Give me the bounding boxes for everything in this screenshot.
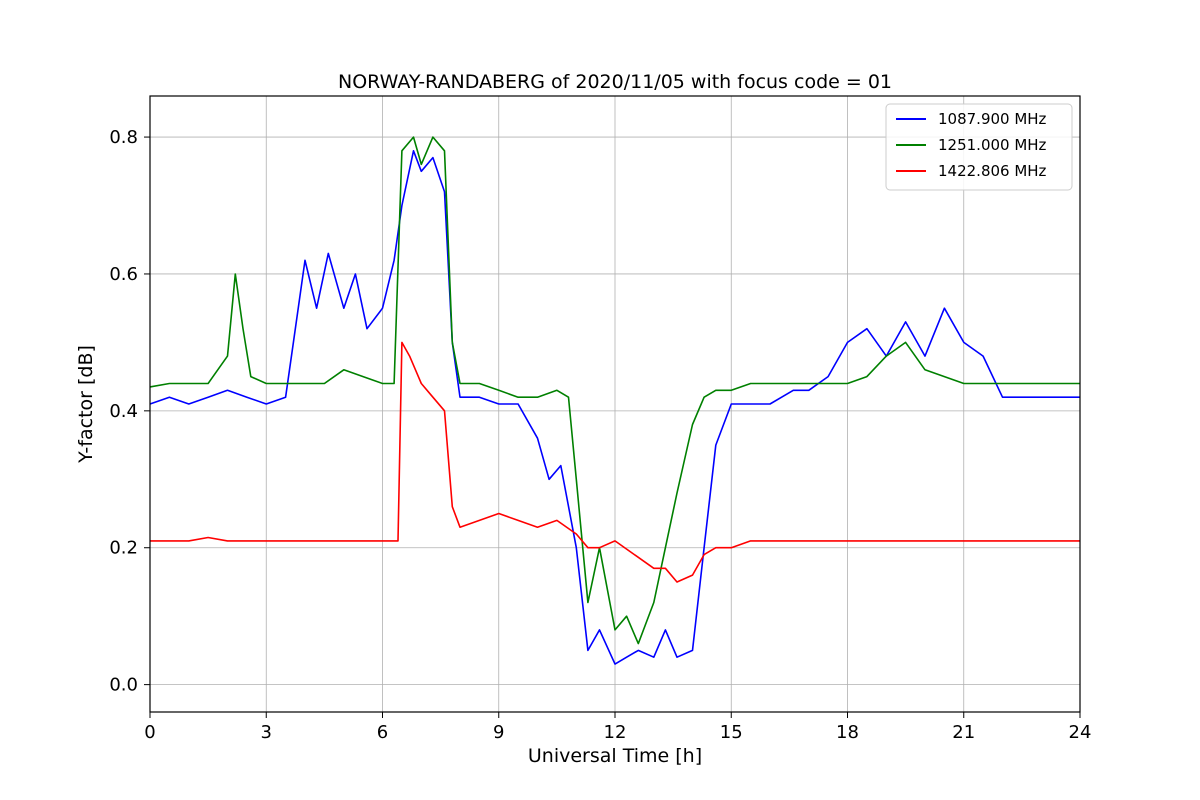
ticks: 0 3 6 9 12 15 18 21 24 0.0 0.2 0.4 0.6 0.8: [109, 127, 1091, 743]
x-tick-label: 21: [952, 722, 975, 743]
series-layer: [149, 136, 1080, 665]
y-tick-label: 0.0: [109, 675, 138, 696]
legend-label-3: 1422.806 MHz: [938, 162, 1047, 180]
y-axis-label: Y-factor [dB]: [75, 345, 97, 464]
y-tick-label: 0.2: [109, 538, 138, 559]
y-tick-label: 0.4: [109, 401, 138, 422]
x-tick-label: 24: [1069, 722, 1092, 743]
x-tick-label: 3: [261, 722, 272, 743]
y-tick-label: 0.8: [109, 127, 138, 148]
x-tick-label: 15: [720, 722, 743, 743]
series-line-3: [150, 341, 1080, 583]
x-axis-label: Universal Time [h]: [528, 745, 702, 767]
y-tick-label: 0.6: [109, 264, 138, 285]
x-tick-label: 9: [493, 722, 504, 743]
legend-label-1: 1087.900 MHz: [938, 110, 1047, 128]
x-tick-label: 0: [144, 722, 155, 743]
x-tick-label: 12: [604, 722, 627, 743]
series-line-1: [149, 150, 1080, 665]
legend: 1087.900 MHz 1251.000 MHz 1422.806 MHz: [885, 103, 1073, 191]
legend-label-2: 1251.000 MHz: [938, 136, 1047, 154]
chart-title: NORWAY-RANDABERG of 2020/11/05 with focu…: [338, 71, 892, 93]
legend-box: [885, 103, 1073, 191]
x-tick-label: 18: [836, 722, 859, 743]
x-tick-label: 6: [377, 722, 388, 743]
